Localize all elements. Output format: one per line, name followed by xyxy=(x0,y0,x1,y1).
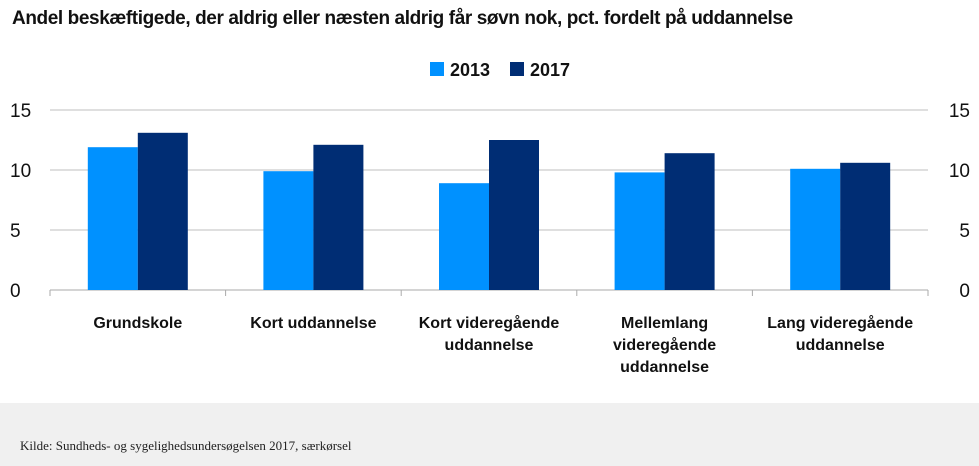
y-tick-label: 15 xyxy=(10,101,31,122)
bar-2017 xyxy=(313,144,364,290)
x-tick-label: Kort uddannelse xyxy=(250,315,376,332)
y-tick-label: 0 xyxy=(959,281,970,302)
legend-label: 2013 xyxy=(450,60,490,80)
bar-2013 xyxy=(439,183,489,290)
x-axis xyxy=(49,290,929,296)
bar-2013 xyxy=(263,171,314,290)
y-tick-label: 10 xyxy=(949,161,970,182)
legend: 2013 2017 xyxy=(430,60,570,80)
y-tick-label: 5 xyxy=(10,221,21,242)
x-tick-label: Kort videregående uddannelse xyxy=(419,314,560,354)
source-note: Kilde: Sundheds- og sygelighedsundersøge… xyxy=(20,438,352,453)
y-axis-left: 0 5 10 15 xyxy=(10,101,31,302)
y-tick-label: 0 xyxy=(10,281,21,302)
footer: Kilde: Sundheds- og sygelighedsundersøge… xyxy=(0,403,979,466)
legend-label: 2017 xyxy=(530,60,570,80)
x-tick-label: Lang videregående uddannelse xyxy=(767,314,913,354)
bar-2017 xyxy=(664,153,715,290)
legend-swatch xyxy=(510,62,524,76)
bars xyxy=(87,132,891,290)
y-axis-right: 0 5 10 15 xyxy=(949,101,970,302)
bar-2013 xyxy=(614,172,665,290)
bar-2017 xyxy=(137,132,188,290)
y-tick-label: 5 xyxy=(959,221,970,242)
y-tick-label: 15 xyxy=(949,101,970,122)
legend-swatch xyxy=(430,62,444,76)
bar-2013 xyxy=(790,168,841,290)
x-tick-label: Grundskole xyxy=(93,315,182,332)
chart-title: Andel beskæftigede, der aldrig eller næs… xyxy=(12,8,793,29)
bar-2017 xyxy=(840,162,891,290)
bar-chart: 0 5 10 15 0 5 10 15 Grundskole Kort uddannelse K… xyxy=(10,60,970,376)
y-tick-label: 10 xyxy=(10,161,31,182)
x-tick-label: Mellemlang videregående uddannelse xyxy=(613,315,716,376)
bar-2017 xyxy=(489,140,539,290)
bar-2013 xyxy=(87,147,138,290)
x-tick-labels: Grundskole Kort uddannelse Kort videregåen… xyxy=(93,314,913,376)
